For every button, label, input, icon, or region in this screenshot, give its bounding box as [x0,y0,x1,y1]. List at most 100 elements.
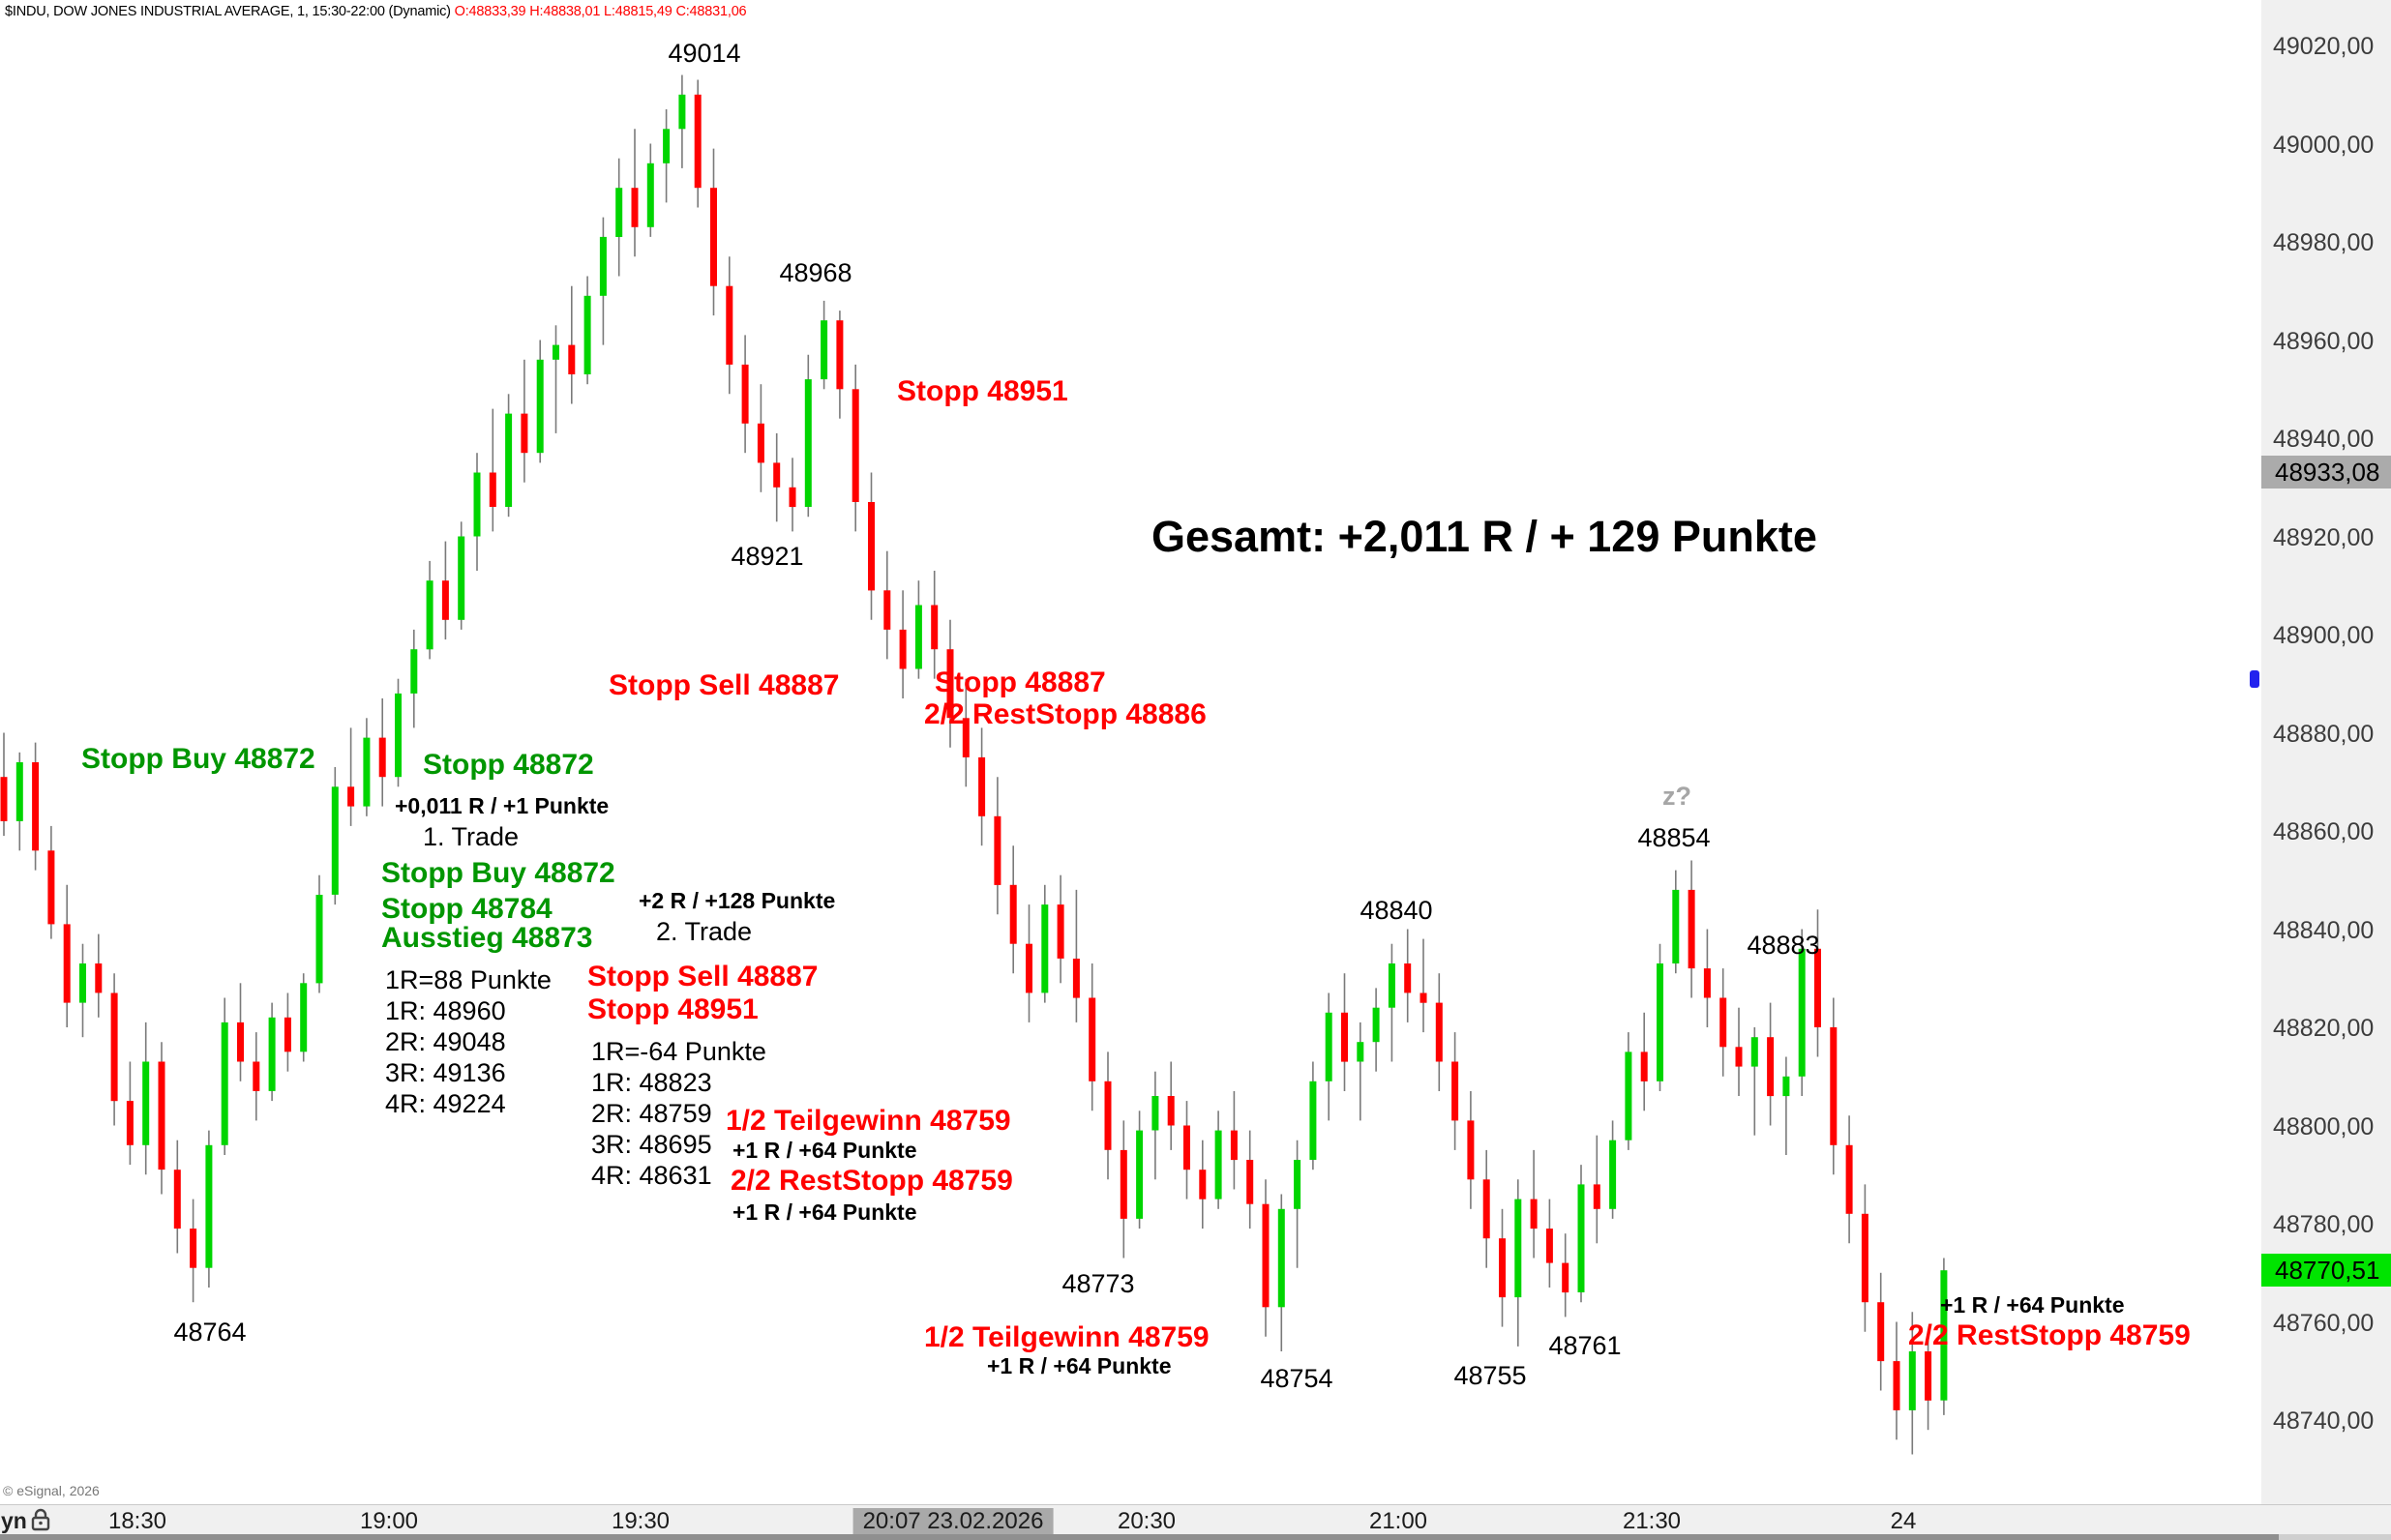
time-tick-label[interactable]: 18:30 [107,1508,167,1534]
chart-annotation[interactable]: 1. Trade [423,822,520,851]
candle-up [363,737,371,807]
chart-annotation[interactable]: 2R: 49048 [385,1027,506,1056]
candle-up [1325,1012,1332,1081]
chart-annotation[interactable]: Stopp Sell 48887 [609,669,840,701]
candle-down [1530,1199,1538,1229]
chart-annotation[interactable]: 1R=-64 Punkte [591,1037,766,1066]
price-tick-label: 48900,00 [2273,622,2375,649]
chart-annotation[interactable]: +1 R / +64 Punkte [732,1138,917,1163]
chart-annotation[interactable]: 1R=88 Punkte [385,965,552,994]
candle-down [962,718,970,757]
chart-annotation[interactable]: Stopp 48951 [587,993,759,1025]
candle-down [741,364,749,424]
time-tick-label[interactable]: 19:30 [611,1508,671,1534]
candle-up [1309,1081,1317,1160]
chart-annotation[interactable]: Stopp 48951 [897,375,1068,407]
candle-down [1467,1120,1475,1180]
candle-down [631,188,639,227]
chart-annotation[interactable]: 2. Trade [656,917,753,946]
chart-annotation[interactable]: 4R: 49224 [385,1089,506,1118]
chart-annotation[interactable]: 48921 [731,542,804,571]
chart-annotation[interactable]: 3R: 49136 [385,1058,506,1087]
candle-down [994,815,1001,885]
dyn-session-label: yn [1,1508,27,1533]
time-tick-label[interactable]: 19:00 [359,1508,419,1534]
chart-annotation[interactable]: +1 R / +64 Punkte [732,1199,917,1225]
candle-down [726,285,733,365]
candle-up [1214,1130,1222,1199]
chart-annotation[interactable]: Ausstieg 48873 [381,922,593,954]
candle-down [1183,1125,1190,1170]
candle-down [1009,884,1017,944]
chart-annotation[interactable]: Stopp 48887 [935,666,1106,698]
ohlc-readout: O:48833,39 H:48838,01 L:48815,49 C:48831… [454,4,747,19]
chart-annotation[interactable]: 48883 [1747,931,1820,960]
candle-up [1798,948,1806,1077]
candle-down [1420,992,1427,1003]
chart-annotation[interactable]: +2 R / +128 Punkte [639,888,836,913]
candle-down [978,756,986,816]
chart-annotation[interactable]: 4R: 48631 [591,1161,712,1190]
candle-down [1104,1081,1112,1150]
candle-up [914,605,922,669]
chart-annotation[interactable]: 3R: 48695 [591,1130,712,1159]
candle-down [1640,1051,1648,1081]
chart-annotation[interactable]: Stopp Sell 48887 [587,961,819,992]
chart-canvas[interactable]: 49014 48968 Stopp 48951 48921 Gesamt: +2,011… [0,0,2261,1504]
chart-annotation[interactable]: 2/2 RestStopp 48759 [731,1165,1013,1197]
lock-icon[interactable] [31,1508,50,1536]
time-axis[interactable]: yn 18:30 19:00 19:30 20:07 23.02.2026 20:30 2… [0,1504,2391,1536]
chart-annotation[interactable]: 1/2 Teilgewinn 48759 [726,1105,1011,1137]
chart-annotation[interactable]: 1R: 48823 [591,1068,712,1097]
chart-annotation[interactable]: +1 R / +64 Punkte [1940,1292,2125,1318]
candle-up [1657,963,1663,1081]
chart-annotation[interactable]: 48761 [1548,1331,1622,1360]
candle-up [599,236,607,296]
candle-up [79,963,86,1003]
candle-up [505,413,513,507]
time-tick-label[interactable]: 20:30 [1117,1508,1177,1534]
chart-annotation[interactable]: 49014 [668,39,741,68]
time-tick-label[interactable]: 21:30 [1622,1508,1682,1534]
candlestick-plot[interactable] [0,0,2261,1504]
candle-up [553,344,559,360]
chart-annotation[interactable]: +0,011 R / +1 Punkte [395,793,610,818]
chart-annotation[interactable]: Stopp Buy 48872 [381,857,615,889]
candle-down [0,777,8,821]
chart-annotation[interactable]: +1 R / +64 Punkte [987,1353,1172,1378]
chart-annotation[interactable]: 48754 [1260,1364,1333,1393]
chart-annotation[interactable]: 2R: 48759 [591,1099,712,1128]
chart-annotation[interactable]: 48773 [1061,1269,1135,1298]
chart-annotation[interactable]: Stopp Buy 48872 [81,743,315,775]
chart-annotation[interactable]: 48755 [1453,1361,1527,1390]
chart-annotation[interactable]: 2/2 RestStopp 48886 [924,698,1207,730]
chart-annotation[interactable]: 1R: 48960 [385,996,506,1025]
chart-annotation[interactable]: Stopp 48872 [423,749,594,781]
candle-up [1940,1270,1948,1401]
price-tick-label: 48960,00 [2273,327,2375,355]
chart-annotation[interactable]: 2/2 RestStopp 48759 [1908,1319,2191,1351]
chart-annotation[interactable]: 48840 [1360,896,1433,925]
chart-annotation[interactable]: 1/2 Teilgewinn 48759 [924,1321,1210,1353]
candle-down [237,1022,244,1062]
chart-annotation[interactable]: 48854 [1637,823,1711,852]
time-tick-highlighted[interactable]: 20:07 23.02.2026 [852,1508,1054,1535]
chart-annotation[interactable]: 48968 [779,258,852,287]
chart-annotation[interactable]: Stopp 48784 [381,893,553,925]
time-tick-label[interactable]: 21:00 [1368,1508,1428,1534]
candle-down [347,786,355,807]
time-tick-label[interactable]: 24 [1890,1508,1917,1534]
candle-up [300,983,308,1052]
candle-up [205,1144,213,1268]
price-tick-label: 48880,00 [2273,720,2375,748]
price-axis[interactable]: 49020,00 49000,00 48980,00 48960,00 48940,00… [2261,0,2391,1504]
candle-down [1861,1213,1868,1303]
candle-up [458,536,465,620]
horizontal-scrollbar[interactable] [0,1534,2279,1540]
chart-annotation[interactable]: 48764 [173,1318,247,1347]
candle-up [331,786,339,895]
candle-down [1703,968,1711,998]
chart-annotation[interactable]: Gesamt: +2,011 R / + 129 Punkte [1151,512,1817,561]
candle-down [789,487,796,508]
chart-annotation[interactable]: z? [1662,782,1691,811]
